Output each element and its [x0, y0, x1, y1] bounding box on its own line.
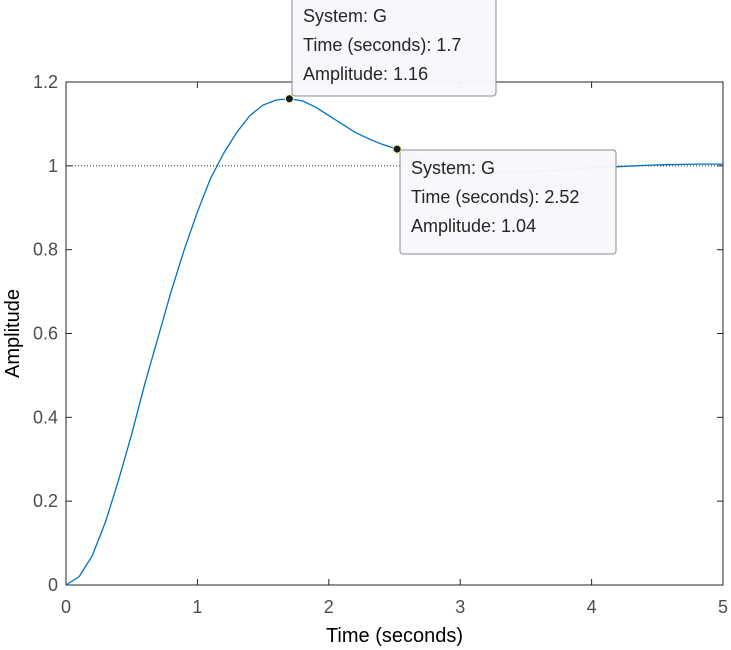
x-tick-label: 4 — [587, 597, 597, 617]
x-tick-label: 1 — [192, 597, 202, 617]
datatip[interactable]: System: G Time (seconds): 1.7 Amplitude: 1… — [284, 0, 497, 104]
y-tick-label: 0.2 — [33, 491, 58, 511]
datatip-marker[interactable] — [284, 94, 294, 104]
y-tick-label: 0.8 — [33, 240, 58, 260]
datatip-box — [399, 149, 617, 255]
datatip-text: Amplitude: 1.04 — [411, 216, 536, 236]
datatip-box — [291, 0, 497, 97]
datatip-text: System: G — [303, 6, 387, 26]
x-tick-label: 2 — [324, 597, 334, 617]
plot-area-box — [65, 81, 724, 586]
x-tick-label: 0 — [61, 597, 71, 617]
y-tick-label: 0 — [48, 575, 58, 595]
y-tick-label: 0.6 — [33, 324, 58, 344]
y-tick-label: 1.2 — [33, 72, 58, 92]
x-tick-label: 3 — [455, 597, 465, 617]
datatip-text: Time (seconds): 1.7 — [303, 35, 461, 55]
y-axis-label: Amplitude — [2, 289, 24, 378]
datatip-text: Amplitude: 1.16 — [303, 64, 428, 84]
x-axis-label: Time (seconds) — [326, 625, 463, 647]
y-tick-label: 0.4 — [33, 407, 58, 427]
datatips-layer: System: G Time (seconds): 1.7 Amplitude: 1… — [284, 0, 617, 255]
y-axis-ticks: 0 0.2 0.4 0.6 0.8 1 1.2 — [33, 72, 723, 595]
axes-frame — [65, 81, 724, 586]
datatip-text: System: G — [411, 158, 495, 178]
datatip[interactable]: System: G Time (seconds): 2.52 Amplitude: … — [392, 144, 617, 255]
y-tick-label: 1 — [48, 156, 58, 176]
datatip-marker[interactable] — [392, 144, 402, 154]
x-tick-label: 5 — [718, 597, 728, 617]
datatip-text: Time (seconds): 2.52 — [411, 187, 579, 207]
